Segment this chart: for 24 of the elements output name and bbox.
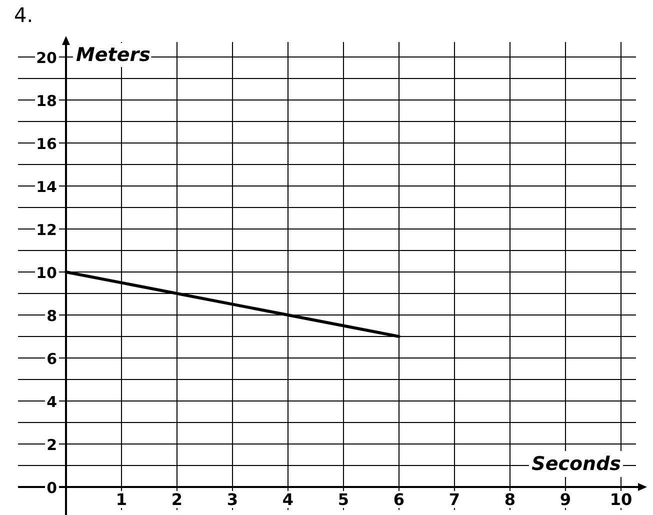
x-axis-title: Seconds (532, 453, 621, 475)
x-tick-label: 9 (560, 490, 572, 509)
y-tick-label: 14 (36, 178, 57, 196)
y-tick-label: 16 (36, 135, 57, 153)
y-tick-label: 8 (46, 307, 57, 325)
x-tick-label: 7 (448, 490, 460, 509)
x-tick-label: 4 (282, 490, 294, 509)
y-tick-label: 0 (46, 479, 57, 497)
x-tick-label: 8 (504, 490, 516, 509)
x-tick-label: 1 (116, 490, 128, 509)
chart-title: 4. (14, 3, 34, 27)
y-tick-label: 4 (46, 393, 57, 411)
x-tick-label: 6 (393, 490, 405, 509)
x-tick-label: 5 (338, 490, 350, 509)
y-tick-label: 10 (36, 264, 57, 282)
y-tick-label: 12 (36, 221, 57, 239)
y-tick-label: 18 (36, 92, 57, 110)
x-tick-label: 3 (226, 490, 238, 509)
y-tick-label: 6 (46, 350, 57, 368)
x-tick-label: 2 (171, 490, 183, 509)
y-axis-title: Meters (76, 44, 150, 66)
x-tick-label: 10 (610, 490, 632, 509)
y-tick-label: 2 (46, 436, 57, 454)
y-tick-label: 20 (36, 49, 57, 67)
